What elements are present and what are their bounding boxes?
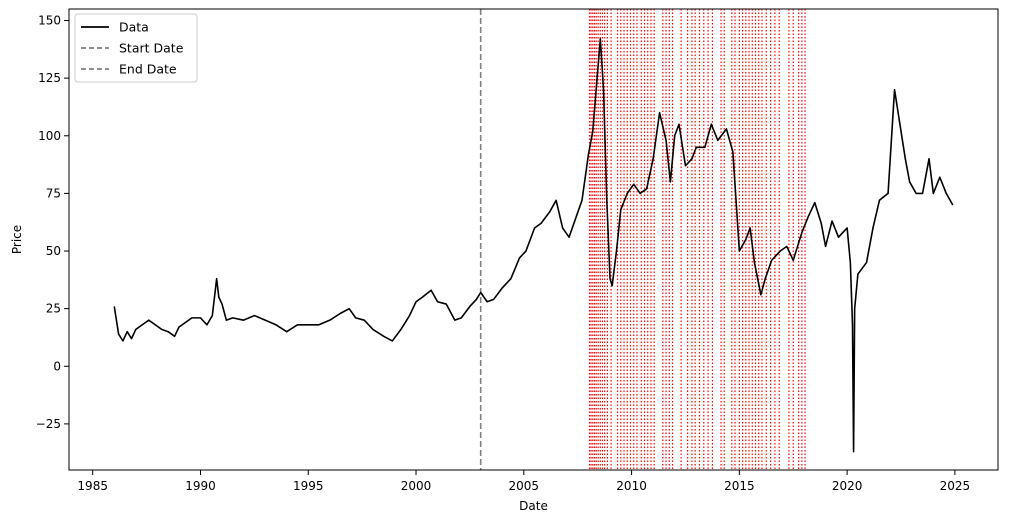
y-tick-label: 150 [38,14,61,28]
x-tick-label: 1990 [185,479,216,493]
x-tick-label: 1995 [293,479,324,493]
x-tick-label: 2010 [616,479,647,493]
series-layer [113,38,954,453]
legend: Data Start Date End Date [74,13,198,83]
legend-entry: Data [81,20,149,35]
legend-entry: Start Date [81,41,184,56]
legend-box [74,13,198,83]
x-tick-label: 2015 [724,479,755,493]
legend-label: Start Date [119,41,184,56]
x-axis-label: Date [519,499,548,513]
series-line-data [113,38,954,453]
y-tick-label: 0 [53,359,61,373]
x-tick-label: 2000 [401,479,432,493]
y-tick-label: 125 [38,71,61,85]
plot-frame [68,8,999,471]
legend-entry: End Date [81,62,177,77]
y-axis-label: Price [10,225,24,254]
y-tick-label: 75 [46,186,61,200]
y-tick-label: 25 [46,302,61,316]
y-tick-label: 100 [38,129,61,143]
x-axis: 1985 1990 1995 2000 2005 2010 2015 2020 2025 [77,470,970,493]
y-axis: −25 0 25 50 75 100 125 150 [36,14,69,431]
y-tick-label: 50 [46,244,61,258]
y-tick-label: −25 [36,417,61,431]
x-tick-label: 2005 [509,479,540,493]
legend-label: End Date [119,62,177,77]
event-lines [588,9,806,470]
x-tick-label: 1985 [77,479,108,493]
x-tick-label: 2025 [940,479,971,493]
x-tick-label: 2020 [832,479,863,493]
legend-label: Data [119,20,149,35]
